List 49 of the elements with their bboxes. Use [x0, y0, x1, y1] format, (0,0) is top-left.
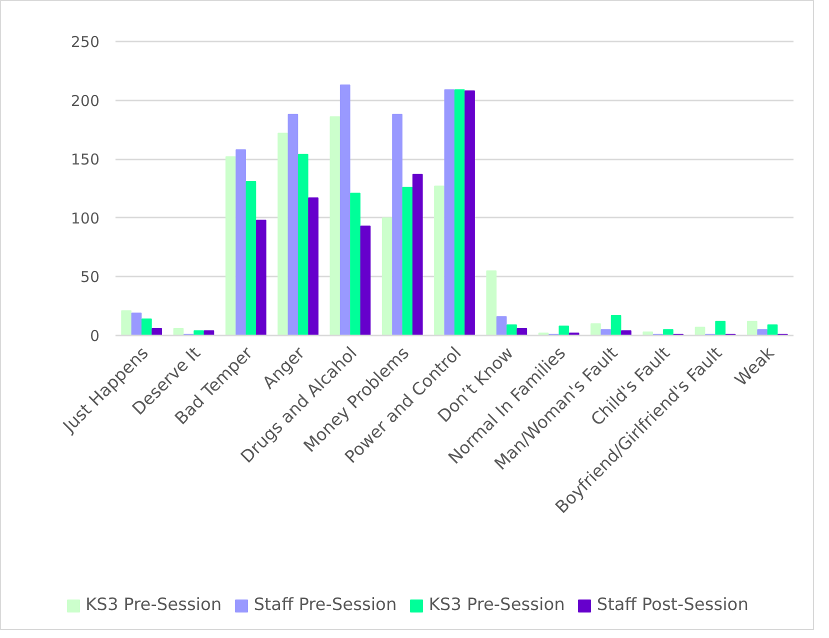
bar	[516, 328, 528, 336]
bar	[642, 331, 654, 336]
bar	[767, 324, 778, 336]
bar	[610, 315, 622, 336]
bar	[746, 320, 758, 336]
bar	[402, 186, 413, 336]
bar	[600, 329, 612, 336]
y-tick-label: 200	[70, 92, 100, 110]
bar	[434, 186, 444, 336]
bar	[486, 270, 497, 336]
bar	[152, 328, 162, 336]
bar	[278, 132, 288, 336]
bar	[141, 318, 152, 336]
bar	[246, 180, 256, 336]
bar	[454, 89, 465, 336]
bar	[256, 220, 266, 336]
bar	[350, 192, 360, 336]
bar	[340, 84, 350, 336]
bar	[131, 312, 142, 336]
bar	[506, 324, 517, 336]
bar	[288, 114, 298, 336]
bar	[590, 323, 601, 336]
legend-label: Staff Post-Session	[596, 595, 748, 615]
bar	[173, 328, 184, 336]
y-tick-label: 0	[90, 327, 100, 345]
bar	[558, 326, 570, 336]
bar	[225, 156, 236, 336]
y-tick-label: 250	[70, 33, 100, 51]
bar	[382, 217, 392, 336]
bar	[360, 226, 371, 336]
bar	[715, 320, 726, 336]
y-tick-label: 150	[70, 150, 100, 169]
bar	[464, 90, 475, 336]
y-tick-label: 50	[80, 268, 100, 286]
bar	[308, 197, 318, 336]
bar	[757, 329, 768, 336]
bar	[392, 114, 402, 336]
bar	[663, 329, 674, 336]
legend-label: KS3 Pre-Session	[86, 595, 222, 615]
legend-label: KS3 Pre-Session	[428, 595, 565, 615]
bar	[330, 116, 340, 336]
bar	[496, 316, 507, 336]
y-tick-label: 100	[70, 209, 100, 228]
bar	[236, 149, 246, 336]
bar	[121, 310, 132, 336]
bar	[412, 174, 423, 336]
bar	[298, 154, 308, 336]
legend-label: Staff Pre-Session	[254, 595, 397, 615]
bar	[444, 89, 455, 336]
